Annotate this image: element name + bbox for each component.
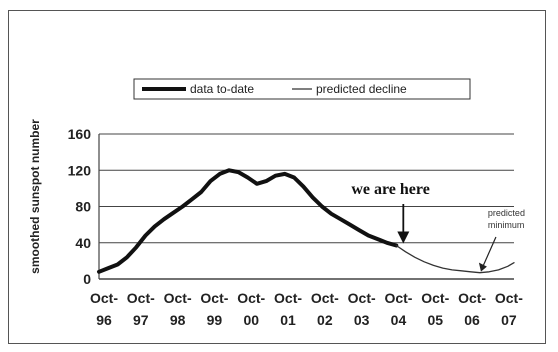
- chart-frame: 0 40 80 120 160 smoothed sunspot number Oct- 9…: [8, 10, 546, 344]
- grid-lines: [98, 133, 514, 280]
- x-tick-label-bottom: 06: [464, 312, 480, 328]
- x-tick-label-top: Oct-: [237, 290, 265, 306]
- y-tick-label: 80: [75, 199, 91, 215]
- x-tick-label-top: Oct-: [127, 290, 155, 306]
- annotations: we are here predicted minimum: [351, 181, 525, 272]
- annotation-predicted-minimum-line: predicted: [488, 208, 525, 218]
- series-lines: [97, 168, 515, 274]
- y-axis-title: smoothed sunspot number: [28, 119, 42, 274]
- x-tick-label-bottom: 04: [391, 312, 407, 328]
- y-tick-label: 160: [68, 126, 92, 142]
- y-tick-label: 40: [75, 235, 91, 251]
- x-tick-label-top: Oct-: [200, 290, 228, 306]
- x-tick-label-top: Oct-: [495, 290, 523, 306]
- arrowhead-predicted-minimum: [478, 262, 487, 272]
- x-tick-label-top: Oct-: [348, 290, 376, 306]
- x-tick-label-bottom: 96: [96, 312, 112, 328]
- x-tick-label-bottom: 97: [133, 312, 149, 328]
- legend-label-predicted: predicted decline: [316, 82, 407, 96]
- x-tick-label-bottom: 02: [317, 312, 333, 328]
- x-tick-label-bottom: 01: [280, 312, 296, 328]
- arrow-predicted-minimum: [481, 236, 497, 269]
- y-axis-ticks: 0 40 80 120 160 smoothed sunspot number: [28, 119, 91, 287]
- x-tick-label-bottom: 99: [207, 312, 223, 328]
- annotation-predicted-minimum-line: minimum: [488, 220, 525, 230]
- x-tick-label-top: Oct-: [164, 290, 192, 306]
- legend: data to-date predicted decline: [133, 78, 471, 100]
- x-tick-label-top: Oct-: [274, 290, 302, 306]
- x-tick-label-top: Oct-: [311, 290, 339, 306]
- legend-label-data: data to-date: [190, 82, 254, 96]
- x-tick-label-bottom: 98: [170, 312, 186, 328]
- x-tick-label-top: Oct-: [458, 290, 486, 306]
- arrowhead-we-are-here: [397, 231, 410, 244]
- x-tick-label-top: Oct-: [384, 290, 412, 306]
- x-tick-label-bottom: 00: [243, 312, 259, 328]
- x-tick-label-bottom: 03: [354, 312, 370, 328]
- series-data-to-date: [97, 168, 399, 274]
- x-tick-label-top: Oct-: [421, 290, 449, 306]
- x-tick-label-bottom: 05: [427, 312, 443, 328]
- x-axis-ticks: Oct- 96 Oct- 97 Oct- 98 Oct- 99 Oct- 00 Oct- 01 Oct-…: [90, 290, 523, 328]
- x-tick-label-bottom: 07: [501, 312, 517, 328]
- x-tick-label-top: Oct-: [90, 290, 118, 306]
- y-tick-label: 120: [68, 162, 92, 178]
- y-tick-label: 0: [83, 271, 91, 287]
- annotation-we-are-here: we are here: [351, 181, 429, 198]
- series-predicted-decline: [395, 244, 515, 274]
